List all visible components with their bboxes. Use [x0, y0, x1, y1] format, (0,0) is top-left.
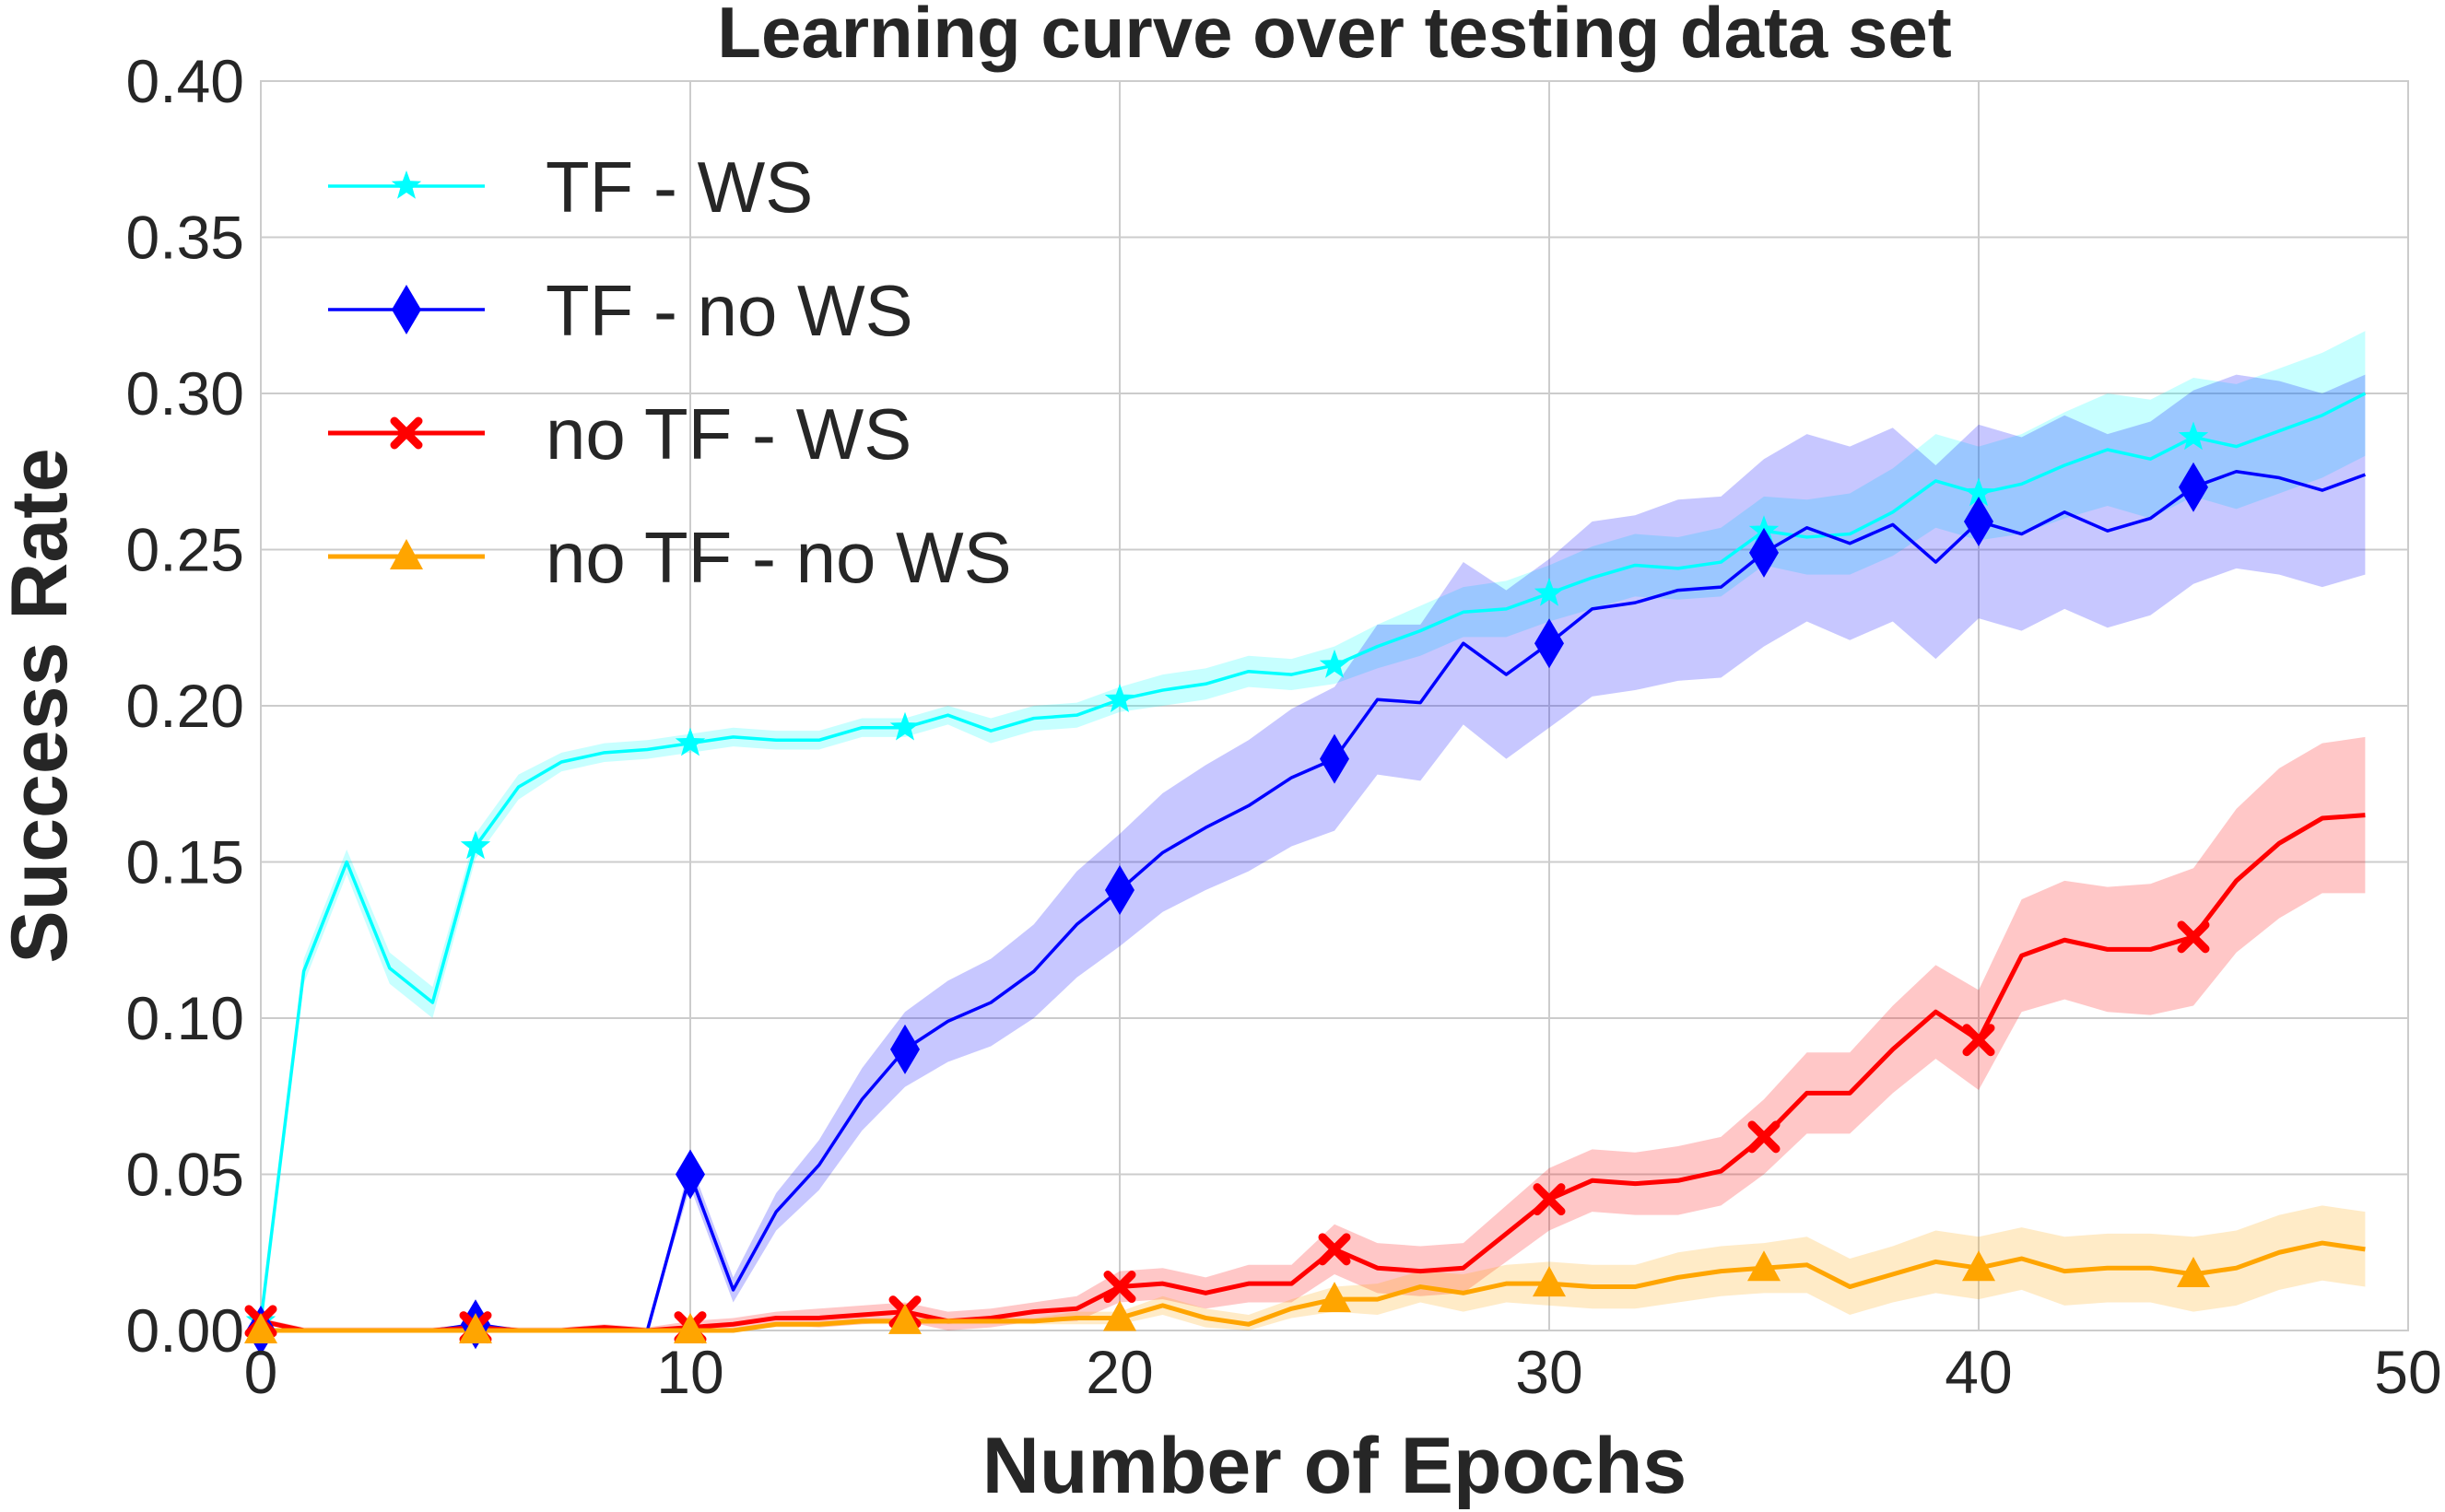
marker-series-0: [1319, 649, 1350, 678]
marker-series-1: [1105, 865, 1134, 916]
x-tick-label: 40: [1945, 1338, 2012, 1406]
marker-series-3: [1103, 1300, 1136, 1331]
marker-series-2: [1533, 1183, 1566, 1216]
band-series-1: [261, 374, 2366, 1330]
y-axis-label: Success Rate: [0, 448, 84, 963]
x-tick-label: 10: [656, 1338, 723, 1406]
x-axis-label: Number of Epochs: [982, 1422, 1687, 1510]
band-series-3: [261, 1205, 2366, 1330]
y-tick-label: 0.15: [126, 828, 244, 897]
legend-label-0: TF - WS: [546, 147, 813, 228]
legend: TF - WS TF - no WS no TF - WS no TF - no WS: [328, 147, 1012, 598]
marker-series-0: [889, 711, 921, 741]
chart-title: Learning curve over testing data set: [717, 0, 1951, 73]
marker-series-1: [1534, 618, 1564, 669]
marker-series-2: [1103, 1271, 1136, 1304]
x-tick-label: 0: [244, 1338, 278, 1406]
legend-marker-2: [390, 416, 423, 450]
band-series-2: [261, 736, 2366, 1330]
y-tick-label: 0.40: [126, 47, 244, 115]
y-tick-label: 0.10: [126, 984, 244, 1052]
legend-marker-1: [392, 285, 421, 334]
marker-series-2: [2177, 920, 2210, 954]
y-axis-ticks: 0.00 0.05 0.10 0.15 0.20 0.25 0.30 0.35 0.40: [126, 47, 244, 1365]
y-tick-label: 0.35: [126, 204, 244, 272]
marker-series-1: [1749, 527, 1779, 578]
line-series-0: [259, 392, 2367, 1322]
marker-series-0: [2178, 421, 2209, 451]
marker-series-1: [890, 1024, 920, 1074]
band-series-0: [261, 331, 2366, 1331]
legend-label-2: no TF - WS: [546, 393, 911, 475]
marker-series-3: [459, 1313, 492, 1343]
x-tick-label: 50: [2374, 1338, 2441, 1406]
legend-label-1: TF - no WS: [546, 270, 913, 351]
marker-series-3: [1533, 1266, 1566, 1297]
marker-series-1: [1320, 733, 1349, 784]
marker-series-3: [244, 1313, 277, 1343]
y-tick-label: 0.05: [126, 1141, 244, 1209]
marker-series-0: [1963, 477, 1994, 507]
marker-series-3: [1747, 1250, 1781, 1282]
confidence-bands: [261, 331, 2366, 1331]
marker-series-0: [1534, 578, 1565, 606]
x-tick-label: 30: [1515, 1338, 1582, 1406]
legend-label-3: no TF - no WS: [546, 517, 1012, 598]
marker-series-3: [1318, 1282, 1351, 1313]
marker-series-1: [2179, 462, 2208, 512]
series-markers: [244, 421, 2210, 1355]
line-series-2: [260, 813, 2366, 1333]
marker-series-3: [2177, 1256, 2210, 1287]
y-tick-label: 0.30: [126, 359, 244, 428]
x-tick-label: 20: [1086, 1338, 1153, 1406]
y-tick-label: 0.20: [126, 672, 244, 740]
marker-series-3: [1962, 1250, 1995, 1282]
marker-series-0: [675, 727, 706, 756]
marker-series-1: [1964, 496, 1993, 546]
marker-series-2: [1747, 1120, 1781, 1154]
line-series-3: [261, 1240, 2366, 1333]
marker-series-2: [1962, 1024, 1995, 1057]
marker-series-3: [888, 1303, 922, 1334]
y-tick-label: 0.25: [126, 516, 244, 584]
marker-series-3: [674, 1313, 707, 1343]
x-axis-ticks: 0 10 20 30 40 50: [244, 1338, 2442, 1406]
legend-marker-0: [391, 170, 422, 199]
legend-marker-3: [390, 539, 423, 569]
y-tick-label: 0.00: [126, 1296, 244, 1365]
series-lines: [259, 392, 2367, 1333]
marker-series-1: [676, 1149, 705, 1200]
marker-series-2: [1318, 1233, 1351, 1266]
marker-series-0: [1104, 684, 1135, 712]
marker-series-0: [460, 830, 491, 860]
